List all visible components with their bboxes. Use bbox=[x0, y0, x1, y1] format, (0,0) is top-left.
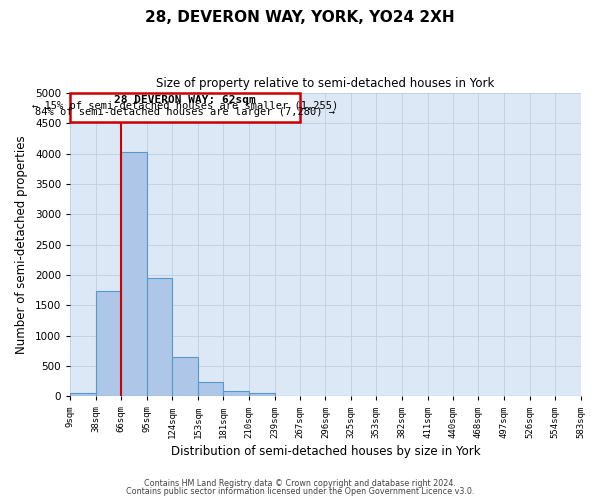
Bar bbox=[223, 391, 249, 396]
Text: 84% of semi-detached houses are larger (7,280) →: 84% of semi-detached houses are larger (… bbox=[35, 106, 335, 117]
X-axis label: Distribution of semi-detached houses by size in York: Distribution of semi-detached houses by … bbox=[170, 444, 480, 458]
Bar bbox=[70, 393, 96, 396]
Bar bbox=[249, 392, 275, 396]
Text: Contains HM Land Registry data © Crown copyright and database right 2024.: Contains HM Land Registry data © Crown c… bbox=[144, 478, 456, 488]
Bar bbox=[96, 292, 121, 397]
Bar bbox=[70, 93, 299, 122]
Bar bbox=[146, 278, 172, 396]
Bar bbox=[121, 152, 146, 396]
Text: 28, DEVERON WAY, YORK, YO24 2XH: 28, DEVERON WAY, YORK, YO24 2XH bbox=[145, 10, 455, 25]
Text: Contains public sector information licensed under the Open Government Licence v3: Contains public sector information licen… bbox=[126, 487, 474, 496]
Title: Size of property relative to semi-detached houses in York: Size of property relative to semi-detach… bbox=[156, 78, 494, 90]
Bar bbox=[198, 382, 223, 396]
Y-axis label: Number of semi-detached properties: Number of semi-detached properties bbox=[15, 136, 28, 354]
Bar bbox=[172, 357, 198, 397]
Text: 28 DEVERON WAY: 62sqm: 28 DEVERON WAY: 62sqm bbox=[114, 95, 256, 105]
Text: ← 15% of semi-detached houses are smaller (1,255): ← 15% of semi-detached houses are smalle… bbox=[32, 101, 338, 111]
